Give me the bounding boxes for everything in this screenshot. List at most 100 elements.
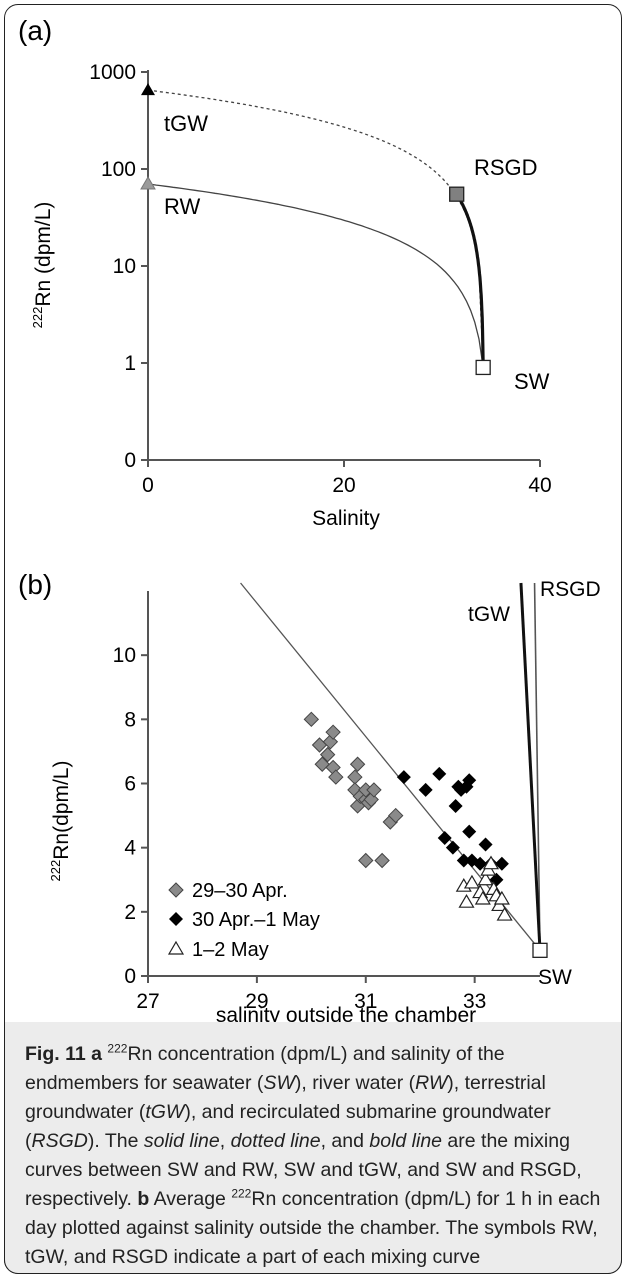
- x-axis-label-b: salinity outside the chamber: [216, 1004, 476, 1027]
- caption-text-1: Rn concentration (dpm/L) and salinity of…: [25, 1043, 505, 1094]
- x-tick-label-a: 20: [332, 474, 355, 497]
- legend-label-1-2-may: 1–2 May: [192, 939, 269, 961]
- y-tick-label-a: 1000: [89, 61, 136, 84]
- y-tick-label-b: 8: [124, 708, 136, 731]
- chart-a: (a) 0 1 10 100 1000 0 20 40 Salinity 222Rn (dp…: [18, 15, 552, 530]
- caption-rw: RW: [415, 1072, 448, 1094]
- x-tick-label-b: 29: [245, 990, 268, 1013]
- data-point-black-diamond: [448, 798, 463, 813]
- sw-marker-b: [532, 942, 548, 958]
- mixing-label-rsgd: RSGD: [540, 578, 601, 601]
- data-point-black-diamond: [432, 766, 447, 781]
- endmember-marker-rw: [140, 176, 156, 190]
- data-point-black-diamond: [437, 831, 452, 846]
- data-point-black-diamond: [396, 770, 411, 785]
- endmember-marker-tgw: [141, 83, 155, 96]
- y-tick-label-b: 0: [124, 965, 136, 988]
- caption-a-label: a: [91, 1043, 102, 1065]
- data-point-open-triangle: [493, 890, 510, 905]
- caption-text-9: Average: [149, 1188, 232, 1210]
- y-tick-label-a: 10: [113, 255, 136, 278]
- legend-label-30-apr-1-may: 30 Apr.–1 May: [192, 909, 320, 931]
- x-tick-label-a: 40: [528, 474, 551, 497]
- caption-sup-2: 222: [231, 1186, 252, 1201]
- data-point-black-diamond: [418, 782, 433, 797]
- legend-marker-open-triangle: [167, 940, 185, 955]
- figure-caption: Fig. 11 a 222Rn concentration (dpm/L) an…: [4, 1022, 622, 1274]
- caption-b-label: b: [137, 1188, 150, 1210]
- data-point-black-diamond: [456, 853, 471, 868]
- y-tick-label-b: 2: [124, 901, 136, 924]
- x-tick-label-b: 31: [354, 990, 377, 1013]
- mixing-curve-dotted: [147, 89, 484, 368]
- y-tick-label-a: 100: [101, 158, 136, 181]
- caption-text-5: ). The: [87, 1130, 144, 1152]
- endmember-marker-rsgd: [449, 186, 465, 202]
- caption-bold: bold line: [369, 1130, 443, 1152]
- data-point-grey-diamond: [303, 711, 320, 728]
- mixing-line-b-1: [533, 582, 541, 951]
- caption-text-6: ,: [219, 1130, 231, 1152]
- data-point-open-triangle: [496, 906, 513, 921]
- data-point-grey-diamond: [328, 769, 344, 785]
- caption-sw: SW: [263, 1072, 295, 1094]
- data-point-black-diamond: [459, 779, 474, 794]
- x-tick-label-a: 0: [142, 474, 154, 497]
- data-point-grey-diamond: [347, 769, 363, 785]
- data-point-open-triangle: [458, 894, 475, 908]
- y-tick-label-a: 1: [124, 352, 136, 375]
- caption-text-8: are the mixing curves between SW and RW,…: [25, 1130, 582, 1210]
- data-point-grey-diamond: [388, 807, 404, 824]
- caption-solid: solid line: [143, 1130, 220, 1152]
- data-point-black-diamond: [462, 773, 477, 788]
- caption-text-2: ), river water (: [294, 1072, 416, 1094]
- y-tick-label-b: 4: [124, 837, 136, 860]
- y-tick-label-a: 0: [124, 449, 136, 472]
- legend-marker-grey-diamond: [168, 882, 184, 898]
- caption-dotted: dotted line: [230, 1130, 321, 1152]
- label-sw-b: SW: [538, 966, 572, 989]
- caption-text-10: Rn concentration (dpm/L) for 1 h in each…: [25, 1188, 601, 1268]
- legend-item-30-apr-1-may: 30 Apr.–1 May: [169, 909, 320, 931]
- x-tick-label-b: 27: [136, 990, 159, 1013]
- chart-b: (b) 0 2 4 6 8 10 27 29 31 33 salinity outside th…: [18, 569, 601, 1027]
- mixing-label-tgw: tGW: [468, 603, 510, 626]
- y-tick-label-b: 6: [124, 773, 136, 796]
- data-point-open-triangle: [482, 855, 500, 870]
- data-point-grey-diamond: [358, 852, 374, 869]
- data-point-grey-diamond: [349, 756, 366, 772]
- legend-marker-black-diamond: [169, 912, 183, 926]
- y-axis-label-b: 222Rn(dpm/L): [48, 761, 73, 882]
- y-axis-label-a: 222Rn (dpm/L): [30, 202, 55, 329]
- x-axis-label-a: Salinity: [312, 507, 380, 530]
- caption-rsgd: RSGD: [31, 1130, 88, 1152]
- mixing-line-b-2: [519, 582, 542, 951]
- caption-text-7: , and: [320, 1130, 370, 1152]
- data-point-open-triangle: [463, 874, 480, 889]
- legend-label-29-30-apr: 29–30 Apr.: [192, 880, 288, 902]
- data-point-black-diamond: [462, 824, 477, 839]
- caption-fig-label: Fig. 11: [25, 1043, 86, 1065]
- caption-text-4: ), and recirculated submarine groundwate…: [25, 1101, 551, 1152]
- data-point-open-triangle: [477, 871, 494, 886]
- panel-label-b: (b): [18, 569, 52, 600]
- data-point-open-triangle: [474, 890, 491, 905]
- x-tick-label-b: 33: [463, 990, 486, 1013]
- label-rsgd: RSGD: [474, 155, 538, 180]
- label-sw-a: SW: [514, 369, 550, 394]
- data-point-grey-diamond: [366, 782, 382, 798]
- data-point-grey-diamond: [319, 746, 336, 763]
- data-point-black-diamond: [494, 856, 509, 871]
- data-point-black-diamond: [445, 840, 460, 855]
- data-point-black-diamond: [473, 856, 488, 871]
- endmember-marker-sw: [475, 359, 491, 376]
- caption-sup-1: 222: [107, 1041, 128, 1056]
- label-tgw: tGW: [164, 111, 208, 136]
- label-rw: RW: [164, 194, 200, 219]
- data-point-black-diamond: [478, 837, 493, 852]
- caption-text-3: ), terrestrial groundwater (: [25, 1072, 546, 1123]
- y-tick-label-b: 10: [113, 644, 136, 667]
- legend-item-1-2-may: 1–2 May: [167, 939, 269, 961]
- data-point-grey-diamond: [374, 852, 390, 869]
- data-point-grey-diamond: [325, 724, 341, 740]
